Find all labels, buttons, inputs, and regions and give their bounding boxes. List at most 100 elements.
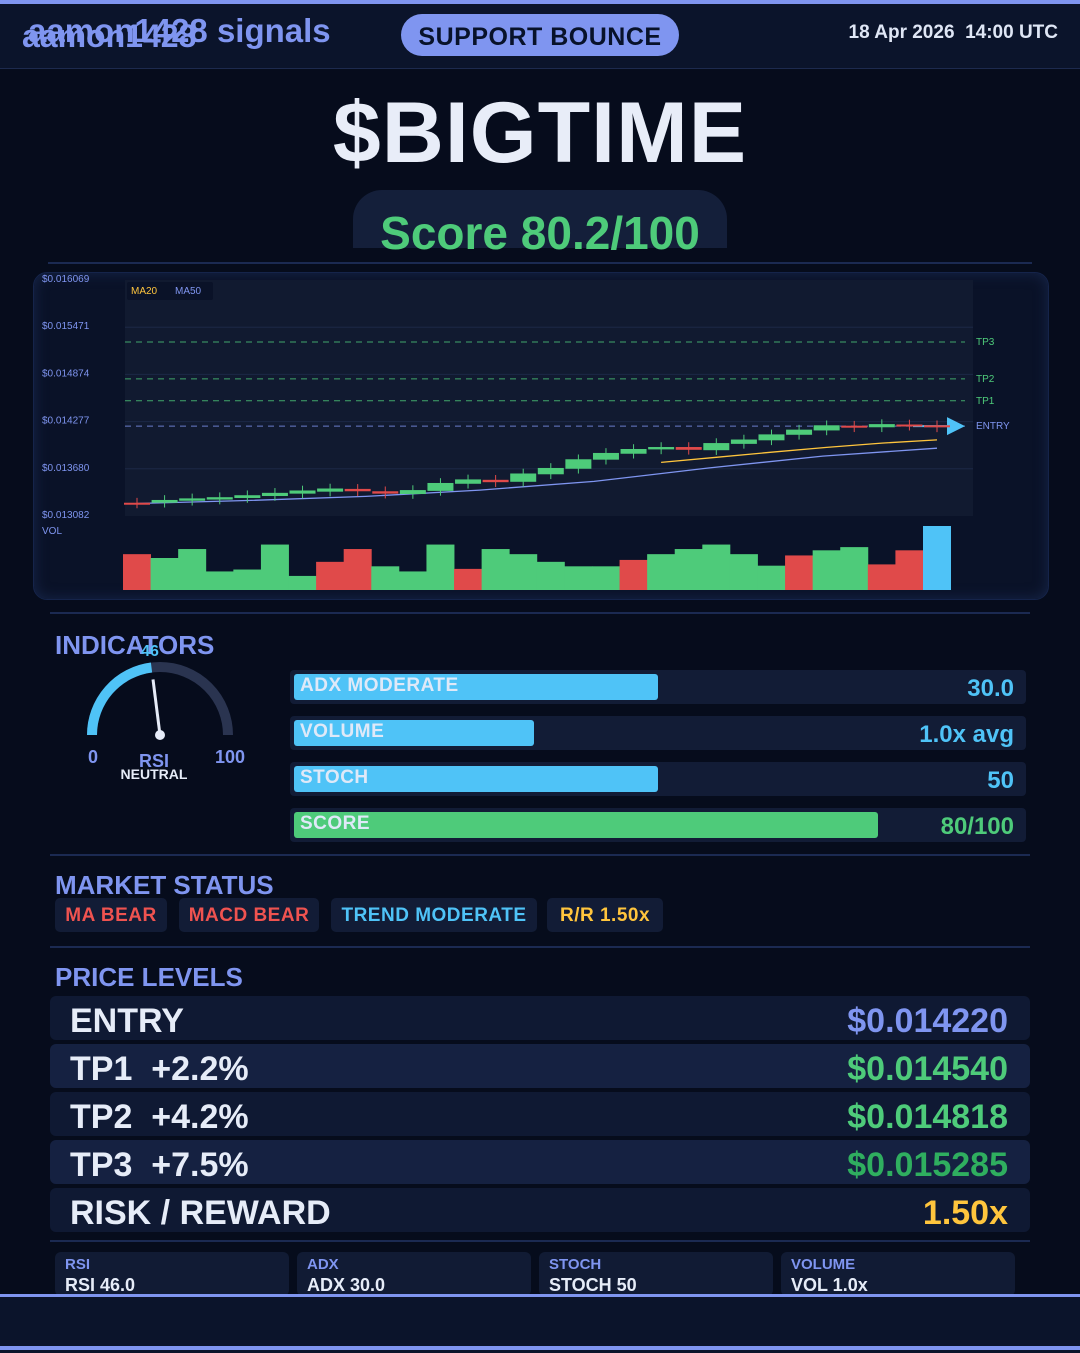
status-chip: TREND MODERATE <box>331 898 537 932</box>
candle <box>786 429 813 435</box>
mini-card-value: ADX 30.0 <box>307 1275 386 1295</box>
mini-card-value: STOCH 50 <box>549 1275 637 1295</box>
price-level-name: TP1 +2.2% <box>70 1050 249 1088</box>
indicator-bar-value: 80/100 <box>940 813 1014 840</box>
indicator-bar-fill <box>294 766 658 792</box>
y-tick-label: $0.014874 <box>42 368 90 379</box>
candle <box>206 497 233 500</box>
candle <box>510 473 537 482</box>
footer-text: aamon1428 signals <box>28 12 331 49</box>
volume-bar <box>674 549 703 590</box>
mini-card-rsi: RSI RSI 46.0 <box>55 1252 289 1296</box>
price-level-name: TP2 +4.2% <box>70 1098 249 1136</box>
candle <box>427 482 454 491</box>
mini-card-key: VOLUME <box>791 1256 856 1273</box>
candle <box>455 479 482 484</box>
plot-area <box>125 280 973 516</box>
y-tick-label: $0.016069 <box>42 274 90 285</box>
indicator-bar-value: 1.0x avg <box>919 721 1014 748</box>
price-level-row: ENTRY $0.014220 <box>50 996 1030 1040</box>
volume-bar <box>812 550 841 590</box>
volume-bar <box>426 544 455 590</box>
rsi-min: 0 <box>88 747 98 767</box>
y-tick-label: $0.014277 <box>42 416 90 427</box>
level-label-entry: ENTRY <box>976 421 1010 432</box>
rsi-gauge-fill <box>87 662 153 736</box>
divider <box>50 854 1030 856</box>
rsi-max: 100 <box>215 747 245 767</box>
y-tick-label: $0.013680 <box>42 463 90 474</box>
volume-bar <box>260 544 289 590</box>
indicator-bar-label: VOLUME <box>300 721 385 742</box>
candle <box>234 495 261 498</box>
volume-bar <box>785 555 814 590</box>
candle <box>675 447 702 450</box>
price-level-row: TP3 +7.5% $0.015285 <box>50 1140 1030 1184</box>
mini-card-adx: ADX ADX 30.0 <box>297 1252 531 1296</box>
legend-ma20: MA20 <box>131 286 158 297</box>
market-status-title: MARKET STATUS <box>55 870 274 900</box>
candle <box>399 490 426 495</box>
signal-badge: SUPPORT BOUNCE <box>401 14 679 56</box>
indicator-bar-fill <box>294 674 658 700</box>
y-axis-labels: $0.016069 $0.015471 $0.014874 $0.014277 $0.0… <box>42 274 90 521</box>
candle <box>151 499 178 503</box>
volume-bar <box>647 554 676 590</box>
volume-bar <box>867 564 896 590</box>
timestamp: 18 Apr 2026 14:00 UTC <box>848 22 1058 43</box>
indicator-bar-label: ADX MODERATE <box>300 675 459 696</box>
candle <box>482 479 509 483</box>
price-chart: $0.016069 $0.015471 $0.014874 $0.014277 $0.0… <box>42 274 1010 590</box>
volume-bar <box>729 554 758 590</box>
volume-bar <box>895 550 924 590</box>
rsi-label: RSI <box>139 751 169 771</box>
price-level-value: $0.014220 <box>847 1002 1008 1040</box>
status-chip: R/R 1.50x <box>547 898 663 932</box>
footer-accent-line <box>0 1346 1080 1350</box>
volume-bar <box>564 566 593 590</box>
candle <box>896 424 923 427</box>
candle <box>841 425 868 428</box>
volume-bar <box>591 566 620 590</box>
price-level-value: $0.014818 <box>847 1098 1008 1136</box>
candle <box>565 459 592 469</box>
rsi-gauge: 46 0 100 RSI NEUTRAL <box>87 643 245 782</box>
mini-card-value: RSI 46.0 <box>65 1275 136 1295</box>
indicator-bar-fill <box>294 720 534 746</box>
moving-averages <box>136 439 938 505</box>
brand-name: aamon1428 <box>22 18 197 54</box>
divider <box>50 946 1030 948</box>
candle <box>124 502 150 505</box>
mini-card-value: VOL 1.0x <box>791 1275 868 1295</box>
legend-ma50: MA50 <box>175 286 202 297</box>
volume-bar <box>509 554 538 590</box>
candle <box>868 424 895 428</box>
rsi-status: NEUTRAL <box>121 766 188 782</box>
volume-bar <box>923 526 951 590</box>
volume-bar <box>150 558 179 590</box>
volume-bars <box>123 526 951 590</box>
rsi-gauge-needle <box>151 679 162 736</box>
volume-label: VOL <box>42 526 62 537</box>
candle <box>537 467 564 475</box>
volume-bar <box>702 544 731 590</box>
price-level-value: $0.014540 <box>847 1050 1008 1088</box>
volume-bar <box>840 547 869 590</box>
y-tick-label: $0.015471 <box>42 321 90 332</box>
volume-bar <box>398 571 427 590</box>
indicator-bar-score: SCORE 80/100 <box>290 808 1026 842</box>
mini-card-key: ADX <box>307 1256 339 1273</box>
candle <box>592 452 619 460</box>
indicator-bar-fill <box>294 812 878 838</box>
level-label-tp3: TP3 <box>976 337 995 348</box>
score-pill <box>353 190 727 248</box>
indicator-bar-stoch: STOCH 50 <box>290 762 1026 796</box>
y-tick-label: $0.013082 <box>42 510 90 521</box>
candle <box>317 488 344 492</box>
price-levels-title: PRICE LEVELS <box>55 962 243 992</box>
price-level-row: RISK / REWARD 1.50x <box>50 1188 1030 1232</box>
volume-bar <box>123 554 151 590</box>
rsi-gauge-hub <box>155 730 165 740</box>
indicator-bar-label: STOCH <box>300 767 369 788</box>
volume-bar <box>288 575 317 590</box>
